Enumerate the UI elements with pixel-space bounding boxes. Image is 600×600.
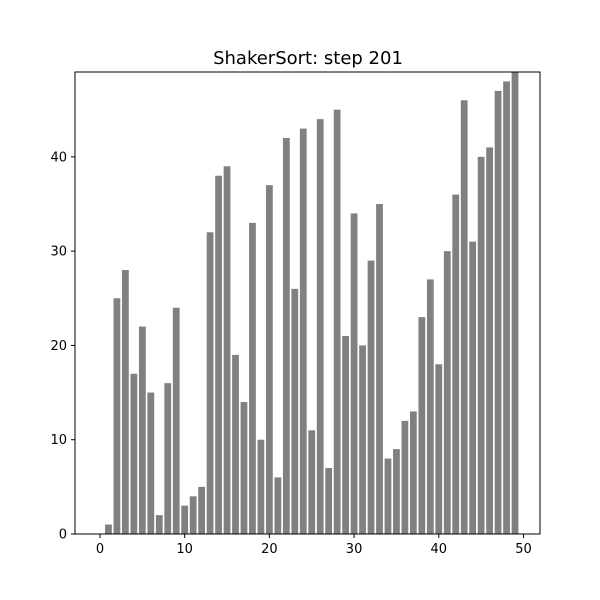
bar-26 <box>316 119 324 535</box>
bar-36 <box>401 420 409 534</box>
plot-frame <box>74 71 541 535</box>
bar-8 <box>164 383 172 534</box>
bar-2 <box>113 298 121 534</box>
bar-32 <box>367 260 375 534</box>
x-tick-label: 20 <box>261 542 278 557</box>
bar-46 <box>486 147 493 534</box>
x-tick-label: 10 <box>176 542 193 557</box>
bar-5 <box>138 326 146 534</box>
bar-22 <box>282 138 290 534</box>
x-tick-label: 50 <box>515 542 532 557</box>
y-tick-label: 40 <box>50 150 67 165</box>
bar-48 <box>503 81 510 534</box>
bar-42 <box>452 194 460 535</box>
bar-43 <box>460 100 468 535</box>
bar-28 <box>333 109 341 534</box>
bar-29 <box>342 336 350 534</box>
bar-24 <box>299 128 307 535</box>
bar-37 <box>409 411 417 534</box>
bar-3 <box>122 270 129 534</box>
bar-1 <box>105 524 112 534</box>
bar-6 <box>147 392 155 534</box>
bar-41 <box>443 251 451 534</box>
bar-40 <box>435 364 443 534</box>
bar-34 <box>384 458 392 534</box>
bar-49 <box>511 72 519 534</box>
bar-44 <box>469 241 477 534</box>
bar-7 <box>155 515 163 534</box>
bar-4 <box>130 373 138 534</box>
x-tick-label: 30 <box>346 542 363 557</box>
x-tick-label: 0 <box>96 542 104 557</box>
bar-45 <box>477 156 485 534</box>
bar-30 <box>350 213 358 534</box>
bar-20 <box>265 185 273 534</box>
x-tick-label: 40 <box>431 542 448 557</box>
bar-19 <box>257 439 265 534</box>
bar-47 <box>494 90 502 534</box>
bar-33 <box>376 204 383 534</box>
x-axis-ticks: 0 10 20 30 40 50 <box>96 534 532 557</box>
y-tick-label: 0 <box>59 528 67 543</box>
bar-38 <box>418 317 426 534</box>
bar-17 <box>240 402 248 534</box>
bar-21 <box>274 477 282 534</box>
bars-group <box>105 72 519 535</box>
y-tick-label: 20 <box>50 339 67 354</box>
bar-15 <box>223 166 231 535</box>
bar-25 <box>308 430 316 534</box>
bar-18 <box>249 222 256 534</box>
bar-12 <box>198 486 206 534</box>
bar-9 <box>172 307 180 534</box>
bar-11 <box>189 496 197 534</box>
bar-39 <box>426 279 434 534</box>
bar-13 <box>206 232 214 535</box>
chart-title: ShakerSort: step 201 <box>213 48 403 69</box>
y-tick-label: 30 <box>50 245 67 260</box>
bar-31 <box>359 345 366 534</box>
bar-35 <box>393 449 400 534</box>
bar-23 <box>291 288 299 534</box>
bar-27 <box>325 468 333 534</box>
bar-10 <box>181 505 189 534</box>
bar-16 <box>232 354 239 534</box>
y-tick-label: 10 <box>50 433 67 448</box>
y-axis-ticks: 0 10 20 30 40 <box>50 150 75 543</box>
bar-14 <box>215 175 222 534</box>
